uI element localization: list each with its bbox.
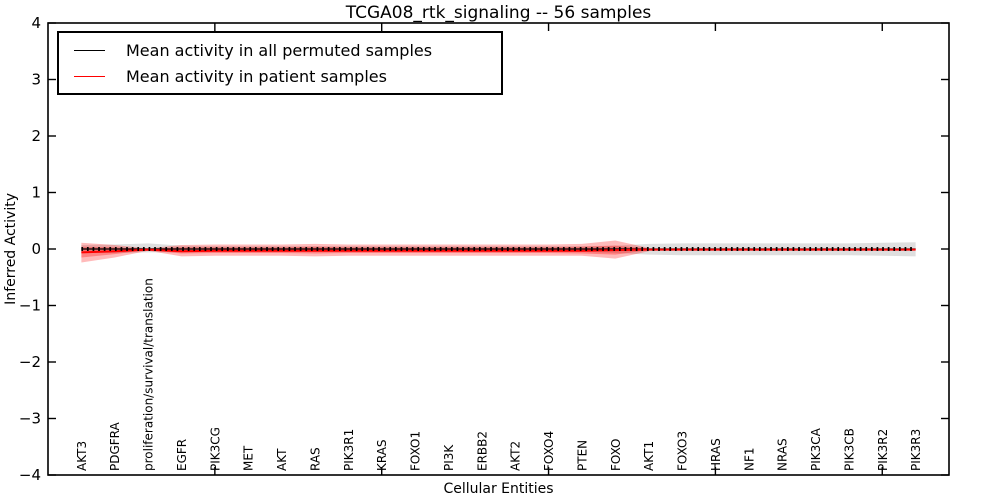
x-category-label: AKT1: [642, 441, 656, 471]
x-category-label: proliferation/survival/translation: [142, 278, 156, 471]
legend-line-patient-icon: [74, 75, 105, 77]
y-axis-label: Inferred Activity: [3, 193, 19, 305]
y-tick-label: −4: [19, 466, 41, 484]
legend-box: Mean activity in all permuted samples Me…: [57, 31, 503, 95]
x-category-label: FOXO4: [542, 431, 556, 471]
y-tick-label: 1: [31, 184, 41, 202]
chart-title: TCGA08_rtk_signaling -- 56 samples: [345, 3, 652, 23]
x-axis-label: Cellular Entities: [443, 481, 554, 497]
y-tick-label: −3: [19, 410, 41, 428]
x-category-label: FOXO: [609, 439, 623, 471]
x-category-label: RAS: [308, 447, 322, 471]
x-category-label: PI3K: [442, 444, 456, 471]
legend-label-patient: Mean activity in patient samples: [126, 66, 387, 86]
legend-item-patient: Mean activity in patient samples: [59, 63, 501, 89]
legend-item-permuted: Mean activity in all permuted samples: [59, 37, 501, 63]
legend-label-permuted: Mean activity in all permuted samples: [126, 40, 433, 60]
x-category-label: EGFR: [175, 439, 189, 471]
y-tick-label: −1: [19, 297, 41, 315]
x-category-label: ERBB2: [475, 431, 489, 471]
x-category-label: HRAS: [709, 438, 723, 471]
x-category-label: PTEN: [575, 440, 589, 471]
x-category-label: PIK3R3: [909, 429, 923, 471]
x-category-label: AKT: [275, 448, 289, 471]
x-category-label: FOXO1: [409, 431, 423, 471]
x-category-label: NRAS: [776, 438, 790, 471]
legend-line-permuted-icon: [74, 49, 105, 51]
x-category-label: NF1: [742, 447, 756, 471]
x-category-label: PIK3R1: [342, 429, 356, 471]
x-category-label: AKT3: [75, 441, 89, 471]
y-tick-label: 3: [31, 71, 41, 89]
y-tick-label: 2: [31, 127, 41, 145]
x-category-label: PIK3R2: [876, 429, 890, 471]
x-category-label: FOXO3: [676, 431, 690, 471]
axes-frame: [47, 22, 950, 476]
x-category-label: PIK3CG: [208, 427, 222, 471]
y-tick-label: 4: [31, 14, 41, 32]
x-category-label: MET: [242, 445, 256, 471]
x-category-label: PIK3CB: [842, 428, 856, 471]
y-tick-label: 0: [31, 240, 41, 258]
x-category-label: PIK3CA: [809, 427, 823, 471]
x-category-label: AKT2: [509, 441, 523, 471]
x-category-label: PDGFRA: [108, 421, 122, 471]
y-tick-label: −2: [19, 353, 41, 371]
x-category-label: KRAS: [375, 439, 389, 471]
